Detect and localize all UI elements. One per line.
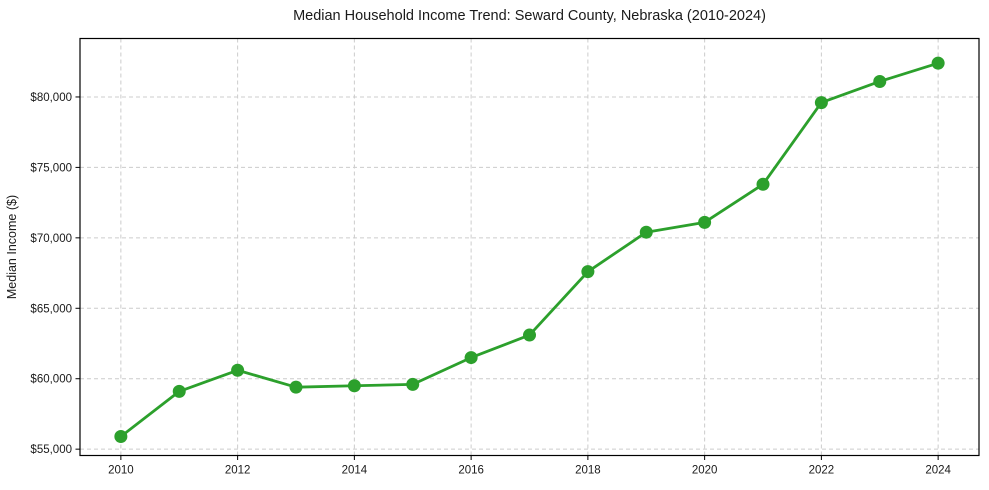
axis-ticks: 2010 2012 2014 2016 2018 2020 2022 2024 $55,000 $… (30, 92, 951, 477)
trend-line (119, 61, 940, 438)
y-tick-label: $80,000 (30, 92, 72, 104)
plot-border (79, 37, 980, 457)
x-tick-label: 2016 (458, 465, 484, 477)
data-point-marker (756, 177, 770, 191)
data-point-marker (639, 225, 653, 239)
data-point-marker (523, 328, 536, 342)
x-tick-label: 2020 (692, 465, 718, 477)
x-tick-label: 2018 (575, 465, 601, 477)
data-point-marker (289, 380, 303, 394)
x-tick-label: 2012 (225, 465, 251, 477)
y-tick-label: $75,000 (30, 162, 72, 174)
y-tick-label: $70,000 (30, 233, 72, 245)
data-point-marker (114, 429, 128, 443)
x-tick-label: 2024 (925, 465, 951, 477)
x-tick-label: 2014 (342, 465, 368, 477)
data-point-marker (172, 384, 186, 398)
y-tick-label: $65,000 (30, 303, 72, 315)
chart-title: Median Household Income Trend: Seward Co… (293, 8, 766, 24)
y-tick-label: $55,000 (30, 444, 72, 456)
axes-frame (79, 37, 980, 457)
data-point-marker (814, 96, 828, 110)
income-trend-series (114, 56, 945, 443)
data-point-marker (347, 379, 361, 393)
data-point-marker (698, 215, 712, 229)
gridlines (80, 38, 979, 456)
data-point-marker (931, 56, 945, 70)
data-point-marker (873, 74, 887, 88)
data-point-marker (464, 351, 478, 365)
data-point-marker (581, 265, 595, 279)
y-tick-label: $60,000 (30, 374, 72, 386)
x-tick-label: 2010 (108, 465, 134, 477)
y-axis-label: Median Income ($) (5, 195, 19, 299)
x-tick-label: 2022 (809, 465, 835, 477)
data-point-marker (231, 363, 245, 377)
data-point-marker (406, 377, 420, 391)
